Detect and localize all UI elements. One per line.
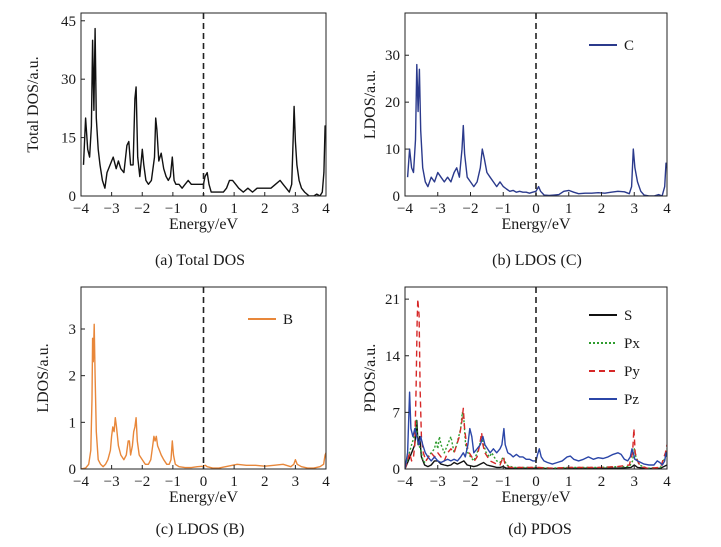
- y-axis-label: LDOS/a.u.: [362, 70, 379, 139]
- y-tick-label: 45: [61, 14, 76, 30]
- x-axis-label: Energy/eV: [501, 489, 570, 506]
- x-tick-label: 0: [532, 474, 540, 490]
- x-tick-label: −3: [104, 474, 120, 490]
- x-tick-label: 1: [230, 201, 238, 217]
- x-tick-label: −1: [165, 201, 181, 217]
- panel-caption: (d) PDOS: [508, 521, 572, 538]
- legend: C: [589, 38, 634, 54]
- y-tick-label: 0: [393, 462, 401, 478]
- x-tick-label: −3: [430, 474, 446, 490]
- x-tick-label: 0: [532, 201, 540, 217]
- x-tick-label: 0: [200, 474, 208, 490]
- y-tick-label: 1: [69, 415, 77, 431]
- x-tick-label: −1: [165, 474, 181, 490]
- y-tick-label: 15: [61, 131, 76, 147]
- x-tick-label: 1: [230, 474, 238, 490]
- series-line-py: [405, 298, 667, 469]
- legend-label-s: S: [624, 308, 632, 324]
- y-tick-label: 0: [393, 189, 401, 205]
- x-tick-label: −4: [397, 201, 413, 217]
- panel-a: −4 −3 −2 −1 0 1 2 3 4 0 15 30 45 Energy/eV Total DOS/a…: [25, 12, 330, 269]
- x-tick-label: −4: [73, 201, 89, 217]
- panel-caption: (c) LDOS (B): [156, 521, 245, 538]
- x-tick-label: 3: [631, 474, 639, 490]
- x-tick-label: 1: [565, 201, 573, 217]
- x-tick-label: 3: [631, 201, 639, 217]
- panel-caption: (a) Total DOS: [155, 252, 245, 269]
- y-tick-label: 0: [69, 462, 77, 478]
- y-tick-label: 7: [393, 405, 401, 421]
- x-tick-label: −4: [397, 474, 413, 490]
- x-tick-label: −1: [495, 201, 511, 217]
- x-axis-label: Energy/eV: [169, 216, 238, 233]
- x-tick-label: 2: [261, 474, 269, 490]
- y-tick-label: 30: [385, 48, 400, 64]
- series-group: [82, 27, 326, 196]
- legend-label-c: C: [624, 38, 634, 54]
- x-tick-label: 3: [292, 201, 300, 217]
- x-tick-label: 2: [598, 201, 606, 217]
- series-group: [406, 63, 667, 196]
- legend-label-b: B: [283, 312, 293, 328]
- y-axis-label: Total DOS/a.u.: [25, 56, 42, 152]
- x-tick-label: −3: [430, 201, 446, 217]
- x-tick-label: 4: [663, 474, 671, 490]
- series-line-s: [405, 419, 667, 469]
- series-line-pz: [405, 391, 667, 469]
- x-tick-label: 0: [200, 201, 208, 217]
- y-tick-label: 21: [385, 292, 400, 308]
- x-axis-label: Energy/eV: [501, 216, 570, 233]
- y-tick-label: 14: [385, 349, 401, 365]
- x-tick-label: 4: [322, 474, 330, 490]
- x-tick-label: −2: [134, 201, 150, 217]
- legend-label-py: Py: [624, 364, 640, 380]
- x-axis-label: Energy/eV: [169, 489, 238, 506]
- y-tick-label: 2: [69, 369, 77, 385]
- x-tick-label: 2: [261, 201, 269, 217]
- panel-caption: (b) LDOS (C): [492, 252, 582, 269]
- x-tick-label: −4: [73, 474, 89, 490]
- y-tick-label: 30: [61, 72, 76, 88]
- x-tick-label: 4: [322, 201, 330, 217]
- y-tick-label: 0: [69, 189, 77, 205]
- x-tick-label: 3: [292, 474, 300, 490]
- series-group: [405, 298, 667, 469]
- legend: B: [248, 312, 293, 328]
- x-tick-label: −2: [463, 474, 479, 490]
- panel-c: −4 −3 −2 −1 0 1 2 3 4 0 1 2 3 Energy/eV LDOS/a.u. (c) L…: [35, 286, 330, 538]
- x-tick-label: 2: [598, 474, 606, 490]
- y-axis-label: PDOS/a.u.: [362, 344, 379, 412]
- y-tick-label: 20: [385, 95, 400, 111]
- x-tick-label: −1: [495, 474, 511, 490]
- x-tick-label: −2: [463, 201, 479, 217]
- legend-label-px: Px: [624, 336, 640, 352]
- legend-label-pz: Pz: [624, 392, 639, 408]
- y-tick-label: 3: [69, 322, 77, 338]
- panel-b: −4 −3 −2 −1 0 1 2 3 4 0 10 20 30 Energy/eV LDOS/a.u. (b…: [362, 12, 671, 269]
- panel-d: −4 −3 −2 −1 0 1 2 3 4 0 7 14 21 Energy/eV PDOS/a.u. (d)…: [362, 286, 671, 538]
- x-tick-label: −3: [104, 201, 120, 217]
- x-tick-label: 1: [565, 474, 573, 490]
- y-axis-label: LDOS/a.u.: [35, 343, 52, 412]
- series-line-c: [406, 63, 667, 196]
- x-tick-label: 4: [663, 201, 671, 217]
- legend: S Px Py Pz: [589, 308, 640, 408]
- x-tick-label: −2: [134, 474, 150, 490]
- y-tick-label: 10: [385, 142, 400, 158]
- series-line-total: [82, 27, 326, 196]
- series-line-px: [405, 411, 667, 469]
